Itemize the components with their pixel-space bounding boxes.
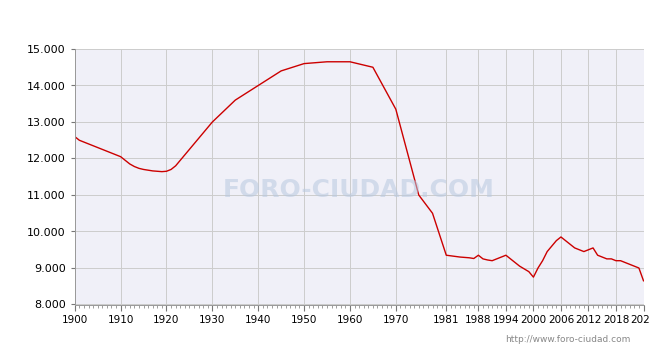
Text: FORO-CIUDAD.COM: FORO-CIUDAD.COM [223,177,495,202]
Text: http://www.foro-ciudad.com: http://www.foro-ciudad.com [505,335,630,344]
Text: Trujillo (Municipio) - Evolucion del numero de Habitantes: Trujillo (Municipio) - Evolucion del num… [118,14,532,28]
